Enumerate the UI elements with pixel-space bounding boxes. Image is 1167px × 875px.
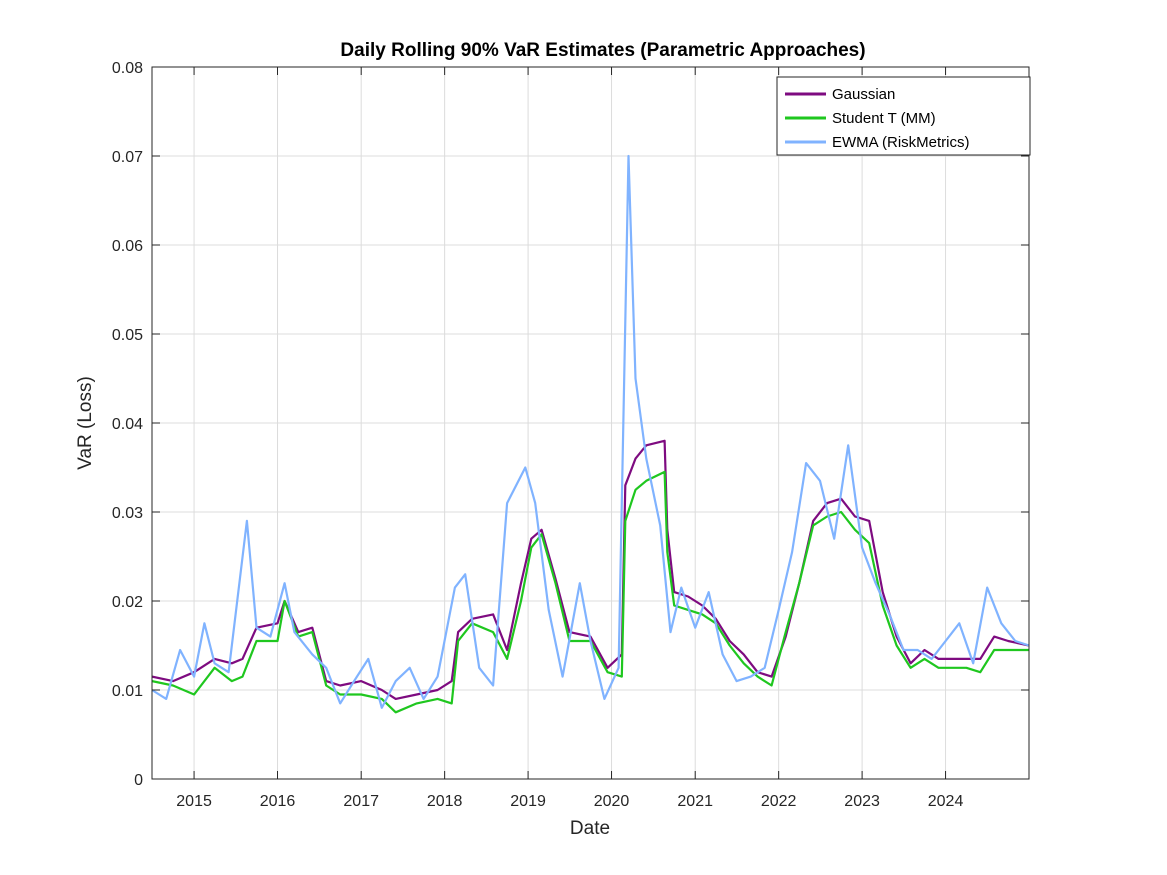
x-tick-label: 2017 <box>343 793 379 810</box>
y-tick-label: 0.06 <box>112 238 143 255</box>
y-axis-label: VaR (Loss) <box>75 376 96 470</box>
x-tick-label: 2018 <box>427 793 463 810</box>
x-axis-label: Date <box>570 818 610 839</box>
x-tick-label: 2021 <box>677 793 713 810</box>
legend-label: Gaussian <box>832 86 895 103</box>
x-tick-label: 2016 <box>260 793 296 810</box>
y-tick-label: 0.08 <box>112 60 143 77</box>
x-tick-label: 2019 <box>510 793 546 810</box>
x-tick-label: 2022 <box>761 793 797 810</box>
legend: Gaussian Student T (MM) EWMA (RiskMetrics) <box>776 76 1031 156</box>
y-tick-label: 0.01 <box>112 683 143 700</box>
x-tick-label: 2020 <box>594 793 630 810</box>
ticks <box>152 66 1029 780</box>
tick-labels: 0 0.01 0.02 0.03 0.04 0.05 0.06 0.07 0.08 2015 201… <box>112 60 964 810</box>
x-tick-label: 2024 <box>928 793 964 810</box>
x-tick-label: 2015 <box>176 793 212 810</box>
chart-title: Daily Rolling 90% VaR Estimates (Paramet… <box>340 40 865 61</box>
x-tick-label: 2023 <box>844 793 880 810</box>
y-tick-label: 0.02 <box>112 594 143 611</box>
plot-area <box>152 154 1029 714</box>
y-tick-label: 0.05 <box>112 327 143 344</box>
y-tick-label: 0.03 <box>112 505 143 522</box>
legend-items: Gaussian Student T (MM) EWMA (RiskMetrics) <box>785 86 970 151</box>
series-layer <box>152 154 1029 714</box>
legend-label: Student T (MM) <box>832 110 936 127</box>
series-line-ewma-riskmetrics <box>152 154 1029 709</box>
y-tick-label: 0.07 <box>112 149 143 166</box>
legend-label: EWMA (RiskMetrics) <box>832 134 970 151</box>
y-tick-label: 0.04 <box>112 416 143 433</box>
y-tick-label: 0 <box>134 772 143 789</box>
